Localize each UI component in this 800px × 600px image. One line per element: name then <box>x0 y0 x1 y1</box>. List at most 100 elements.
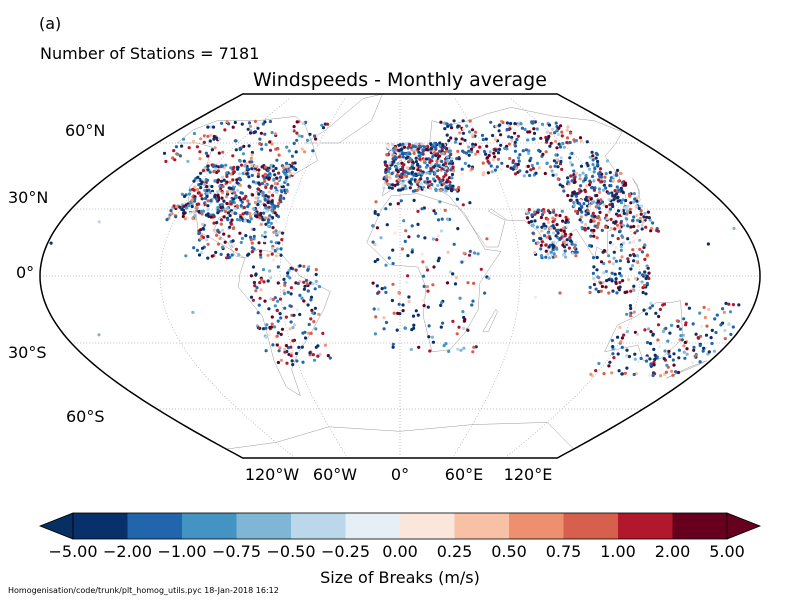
station-marker <box>597 204 601 208</box>
station-marker <box>259 131 263 135</box>
station-marker <box>597 172 601 176</box>
station-marker <box>393 231 397 235</box>
station-marker <box>607 254 611 258</box>
station-marker <box>595 268 599 272</box>
station-marker <box>298 279 302 283</box>
station-marker <box>509 121 513 126</box>
station-marker <box>169 209 173 213</box>
station-marker <box>247 220 252 224</box>
station-marker <box>540 213 545 217</box>
station-marker <box>635 229 639 233</box>
station-marker <box>496 157 500 161</box>
station-marker <box>287 175 292 179</box>
station-marker <box>311 282 315 286</box>
station-marker <box>632 224 636 229</box>
station-marker <box>397 302 401 306</box>
station-marker <box>597 290 601 294</box>
station-marker <box>309 331 313 335</box>
station-marker <box>172 149 176 153</box>
station-marker <box>731 325 735 329</box>
station-marker <box>570 179 574 183</box>
station-marker <box>422 274 426 278</box>
station-marker <box>270 142 274 146</box>
station-marker <box>489 164 493 168</box>
colorbar-bin <box>345 513 401 539</box>
station-marker <box>586 212 590 216</box>
station-marker <box>393 183 397 187</box>
station-marker <box>677 348 682 352</box>
station-marker <box>465 124 469 128</box>
station-marker <box>188 188 192 192</box>
station-marker <box>308 132 312 136</box>
station-marker <box>590 186 594 190</box>
station-marker <box>594 205 598 209</box>
station-marker <box>403 326 407 330</box>
station-marker <box>233 120 237 125</box>
station-marker <box>627 278 631 282</box>
station-marker <box>561 253 566 257</box>
station-marker <box>461 119 465 123</box>
station-marker <box>214 250 218 254</box>
station-marker <box>275 176 279 180</box>
station-marker <box>510 138 514 142</box>
station-marker <box>588 155 592 159</box>
station-marker <box>642 215 646 219</box>
station-marker <box>506 164 510 168</box>
station-marker <box>248 129 253 133</box>
station-marker <box>584 222 588 227</box>
station-marker <box>225 119 229 124</box>
station-marker <box>427 157 431 161</box>
station-marker <box>420 172 424 176</box>
station-marker <box>608 203 612 207</box>
station-marker <box>404 187 408 191</box>
station-marker <box>601 188 606 192</box>
station-marker <box>269 196 273 200</box>
station-marker <box>680 338 684 342</box>
station-marker <box>257 168 261 172</box>
station-marker <box>605 279 609 283</box>
station-marker <box>244 234 248 238</box>
station-marker <box>206 204 210 208</box>
station-marker <box>195 145 199 149</box>
station-marker <box>285 161 289 165</box>
station-marker <box>607 210 611 214</box>
station-marker <box>635 332 640 336</box>
station-marker <box>241 212 245 216</box>
station-marker <box>233 191 237 195</box>
station-marker <box>545 161 549 165</box>
station-marker <box>610 191 614 195</box>
station-marker <box>485 144 489 148</box>
station-marker <box>438 149 442 153</box>
station-marker <box>269 297 273 301</box>
station-marker <box>200 246 205 250</box>
station-marker <box>373 259 377 264</box>
station-marker <box>270 216 275 220</box>
station-marker <box>193 197 197 201</box>
station-marker <box>376 258 380 262</box>
station-marker <box>300 296 304 300</box>
station-marker <box>396 162 400 166</box>
station-marker <box>271 247 275 251</box>
station-marker <box>225 206 230 211</box>
station-marker <box>468 119 472 123</box>
station-marker <box>252 237 256 241</box>
station-marker <box>396 182 400 186</box>
station-marker <box>626 209 630 213</box>
station-marker <box>291 339 295 343</box>
station-marker <box>314 137 318 141</box>
station-marker <box>456 149 460 153</box>
station-marker <box>558 214 562 218</box>
station-marker <box>621 224 626 228</box>
station-marker <box>447 349 451 353</box>
station-marker <box>620 345 624 349</box>
station-marker <box>671 358 675 362</box>
station-marker <box>644 292 648 296</box>
station-marker <box>425 265 429 269</box>
station-markers <box>49 119 741 378</box>
station-marker <box>632 372 636 377</box>
station-marker <box>207 159 211 164</box>
station-marker <box>216 242 221 246</box>
station-marker <box>186 159 190 163</box>
station-marker <box>625 366 629 370</box>
station-marker <box>559 124 563 128</box>
